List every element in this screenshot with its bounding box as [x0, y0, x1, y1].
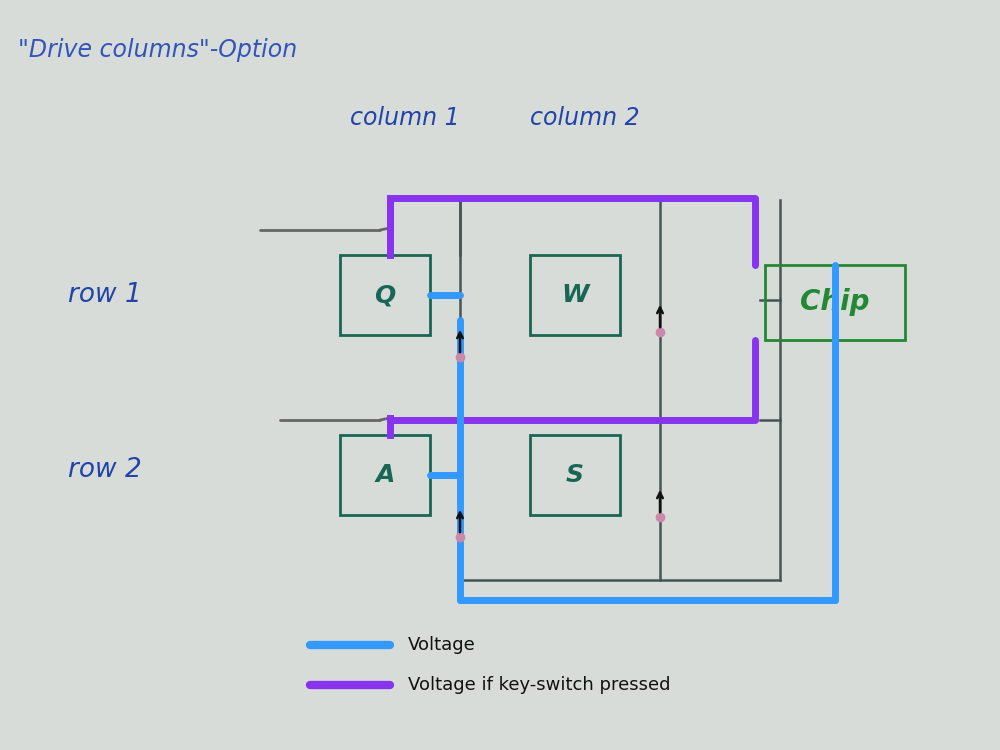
- Bar: [530, 435, 620, 515]
- Bar: [340, 435, 430, 515]
- Text: S: S: [566, 463, 584, 487]
- Text: column 2: column 2: [530, 106, 640, 130]
- Bar: [530, 255, 620, 335]
- Text: Chip: Chip: [800, 289, 870, 316]
- Text: W: W: [561, 283, 589, 307]
- Bar: [765, 265, 905, 340]
- Text: Q: Q: [374, 283, 396, 307]
- Text: row 1: row 1: [68, 282, 142, 308]
- Text: Voltage if key-switch pressed: Voltage if key-switch pressed: [408, 676, 670, 694]
- Text: A: A: [375, 463, 395, 487]
- Text: "Drive columns"-Option: "Drive columns"-Option: [18, 38, 297, 62]
- Text: row 2: row 2: [68, 457, 142, 483]
- Bar: [340, 255, 430, 335]
- Text: Voltage: Voltage: [408, 636, 476, 654]
- Text: column 1: column 1: [350, 106, 460, 130]
